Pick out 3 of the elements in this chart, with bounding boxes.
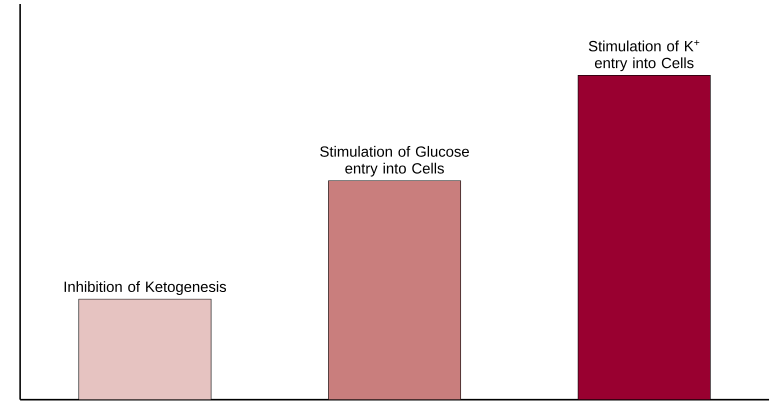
x-tick-label: Stimulation of K$^{+}$ entry into Cells: [588, 40, 700, 72]
x-tick-label: Stimulation of Glucose entry into Cells: [320, 146, 469, 177]
x-tick-label: Inhibition of Ketogenesis: [64, 281, 226, 296]
